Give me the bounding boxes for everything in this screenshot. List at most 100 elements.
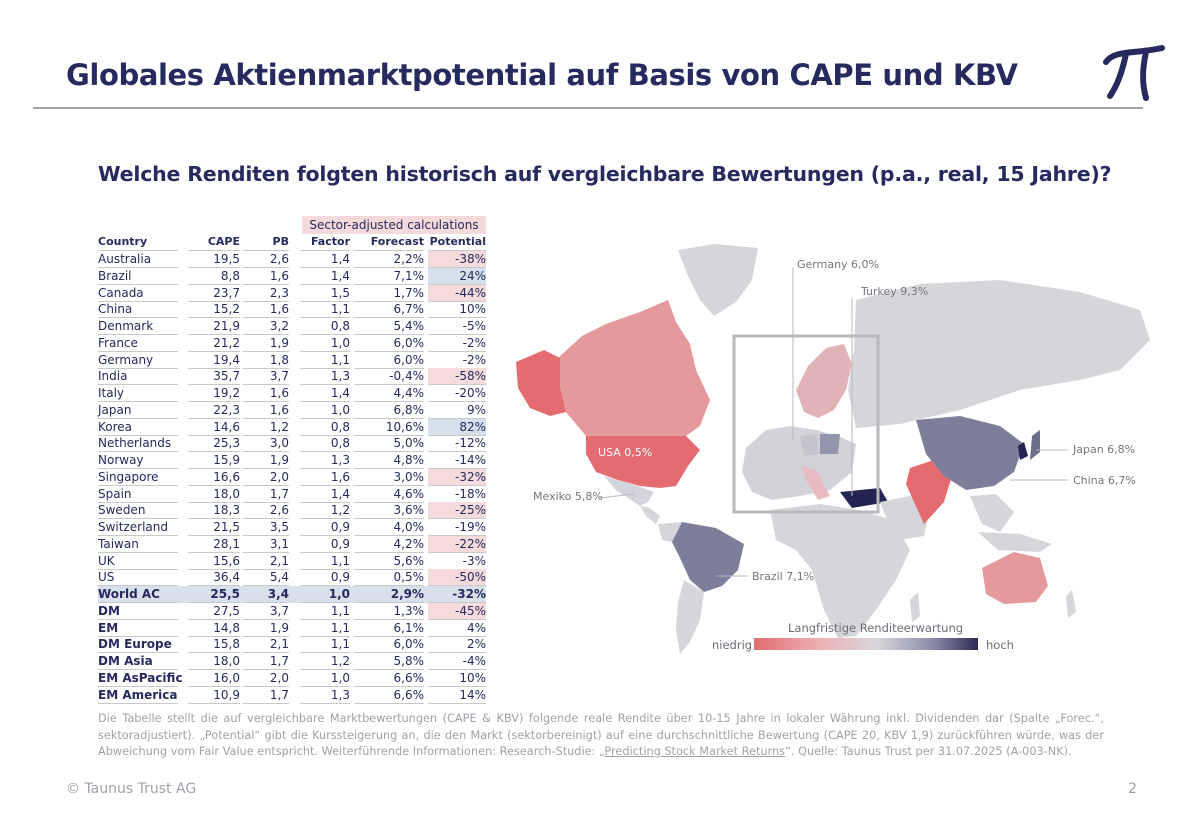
- research-study-link[interactable]: Predicting Stock Market Returns: [604, 745, 786, 758]
- cell-forecast: 6,1%: [354, 620, 424, 637]
- cell-potential: -2%: [428, 335, 486, 352]
- cell-pb: 1,7: [243, 653, 289, 670]
- mexiko-callout-line: [599, 493, 635, 499]
- col-pb: PB: [243, 234, 289, 251]
- table-row: Germany 19,4 1,8 1,1 6,0% -2%: [98, 352, 486, 369]
- cell-factor: 1,5: [300, 285, 350, 302]
- cell-cape: 19,5: [188, 251, 240, 268]
- cell-country: DM Europe: [98, 636, 178, 654]
- mexico-shape: [604, 476, 654, 506]
- table-row: Singapore 16,6 2,0 1,6 3,0% -32%: [98, 468, 486, 486]
- cell-factor: 0,8: [300, 318, 350, 335]
- brazil-label: Brazil 7,1%: [752, 570, 815, 583]
- cell-pb: 3,7: [243, 603, 289, 620]
- cell-pb: 2,6: [243, 502, 289, 520]
- cell-potential: -38%: [428, 251, 486, 268]
- cell-country: Norway: [98, 452, 178, 469]
- table-row: Italy 19,2 1,6 1,4 4,4% -20%: [98, 385, 486, 402]
- cell-country: Spain: [98, 486, 178, 503]
- table-row: Sweden 18,3 2,6 1,2 3,6% -25%: [98, 502, 486, 520]
- cell-forecast: 4,8%: [354, 452, 424, 469]
- col-potential: Potential: [428, 234, 486, 251]
- russia-shape: [848, 280, 1150, 428]
- cell-pb: 1,9: [243, 620, 289, 637]
- cell-forecast: 6,6%: [354, 670, 424, 687]
- table-row: UK 15,6 2,1 1,1 5,6% -3%: [98, 553, 486, 570]
- cell-factor: 1,1: [300, 301, 350, 319]
- cell-potential: -58%: [428, 368, 486, 386]
- cell-potential: 9%: [428, 402, 486, 419]
- cell-factor: 0,8: [300, 419, 350, 436]
- cell-potential: 10%: [428, 301, 486, 319]
- table-row: EM AsPacific 16,0 2,0 1,0 6,6% 10%: [98, 670, 486, 687]
- cell-country: France: [98, 335, 178, 352]
- cell-pb: 3,4: [243, 586, 289, 603]
- cell-forecast: 6,7%: [354, 301, 424, 319]
- china-label: China 6,7%: [1073, 474, 1136, 487]
- cell-forecast: 3,0%: [354, 469, 424, 486]
- legend-high-label: hoch: [986, 638, 1014, 652]
- table-row: Denmark 21,9 3,2 0,8 5,4% -5%: [98, 318, 486, 335]
- cell-potential: -4%: [428, 653, 486, 670]
- footnote-text: Die Tabelle stellt die auf vergleichbare…: [98, 712, 1104, 758]
- cell-potential: -5%: [428, 318, 486, 335]
- germany-shape: [800, 434, 820, 456]
- cell-country: Switzerland: [98, 519, 178, 536]
- col-cape: CAPE: [188, 234, 240, 251]
- cell-pb: 2,0: [243, 469, 289, 486]
- cell-potential: 82%: [428, 418, 486, 436]
- italy-shape: [802, 466, 830, 500]
- cell-forecast: 2,9%: [354, 586, 424, 603]
- cell-factor: 0,9: [300, 536, 350, 553]
- cell-pb: 3,2: [243, 318, 289, 335]
- cell-country: EM America: [98, 687, 178, 704]
- footnote-source: “. Quelle: Taunus Trust per 31.07.2025 (…: [785, 745, 1072, 758]
- sector-adjusted-header: Sector-adjusted calculations: [302, 216, 486, 234]
- cell-pb: 3,1: [243, 536, 289, 553]
- table-row: Korea 14,6 1,2 0,8 10,6% 82%: [98, 418, 486, 436]
- cell-cape: 14,8: [188, 620, 240, 637]
- cell-cape: 28,1: [188, 536, 240, 553]
- table-row: Netherlands 25,3 3,0 0,8 5,0% -12%: [98, 435, 486, 453]
- cell-potential: -45%: [428, 602, 486, 620]
- cell-pb: 1,2: [243, 419, 289, 436]
- india-shape: [906, 460, 952, 524]
- cell-country: Australia: [98, 251, 178, 268]
- cell-forecast: 4,0%: [354, 519, 424, 536]
- cell-pb: 1,6: [243, 385, 289, 402]
- cell-factor: 1,0: [300, 586, 350, 603]
- cell-country: Brazil: [98, 268, 178, 285]
- cell-country: Korea: [98, 419, 178, 436]
- cell-cape: 15,8: [188, 636, 240, 654]
- cell-factor: 1,4: [300, 486, 350, 503]
- cell-factor: 1,2: [300, 502, 350, 520]
- southeast-asia-shape: [970, 494, 1014, 532]
- cell-country: EM: [98, 620, 178, 637]
- copyright: © Taunus Trust AG: [66, 781, 197, 797]
- cell-country: Netherlands: [98, 435, 178, 453]
- usa-label: USA 0,5%: [598, 446, 653, 459]
- cell-cape: 23,7: [188, 285, 240, 302]
- cell-pb: 1,9: [243, 452, 289, 469]
- central-america-shape: [640, 506, 660, 524]
- table-row: US 36,4 5,4 0,9 0,5% -50%: [98, 569, 486, 587]
- cell-factor: 1,2: [300, 653, 350, 670]
- alaska-shape: [516, 350, 566, 416]
- cell-pb: 2,3: [243, 285, 289, 302]
- cell-pb: 3,5: [243, 519, 289, 536]
- cell-cape: 15,2: [188, 301, 240, 319]
- cell-forecast: 6,0%: [354, 352, 424, 369]
- table-row: India 35,7 3,7 1,3 -0,4% -58%: [98, 368, 486, 386]
- usa-shape: [586, 436, 700, 488]
- cell-cape: 36,4: [188, 569, 240, 587]
- cell-potential: -2%: [428, 352, 486, 369]
- cell-country: Italy: [98, 385, 178, 402]
- cell-cape: 22,3: [188, 402, 240, 419]
- cell-factor: 1,1: [300, 620, 350, 637]
- cell-factor: 1,1: [300, 603, 350, 620]
- cell-potential: -18%: [428, 486, 486, 503]
- cell-potential: -20%: [428, 385, 486, 402]
- cell-factor: 1,3: [300, 368, 350, 386]
- cell-cape: 25,3: [188, 435, 240, 453]
- cell-cape: 16,6: [188, 469, 240, 486]
